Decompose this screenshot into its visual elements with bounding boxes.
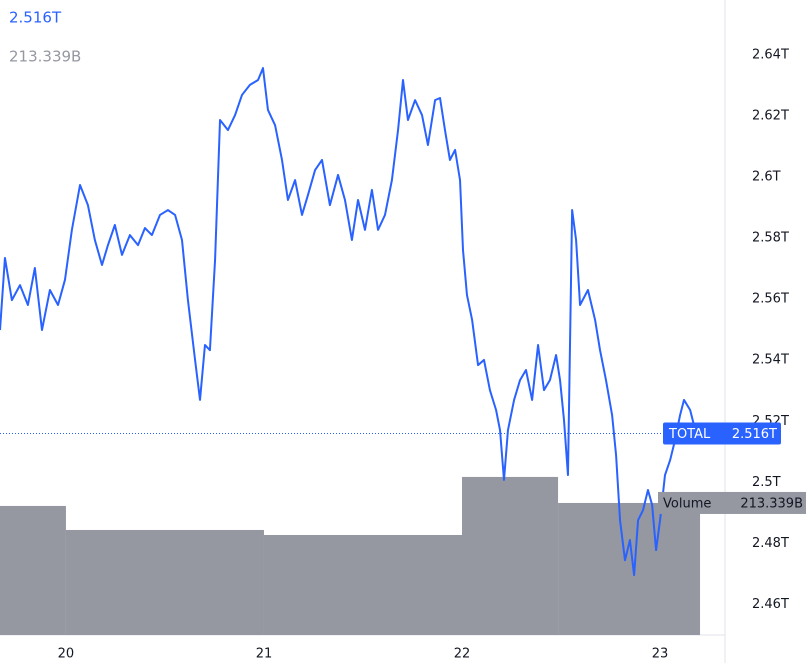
price-label-name: TOTAL — [668, 427, 711, 442]
y-tick-label: 2.64T — [752, 47, 789, 62]
y-tick-label: 2.56T — [752, 292, 789, 307]
legend-volume: 213.339B — [9, 48, 81, 66]
y-tick-label: 2.5T — [752, 475, 781, 490]
volume-label-value: 213.339B — [740, 496, 803, 511]
volume-bar — [263, 534, 463, 635]
y-tick-label: 2.6T — [752, 170, 781, 185]
y-tick-label: 2.62T — [752, 109, 789, 124]
y-tick-label: 2.46T — [752, 597, 789, 612]
volume-label-name: Volume — [663, 496, 711, 511]
volume-bar — [0, 505, 66, 635]
price-label-value: 2.516T — [732, 427, 777, 442]
y-tick-label: 2.58T — [752, 231, 789, 246]
y-tick-label: 2.48T — [752, 536, 789, 551]
x-tick-label: 20 — [58, 647, 75, 662]
volume-bar — [65, 529, 264, 635]
volume-bar — [558, 502, 701, 635]
y-tick-label: 2.54T — [752, 353, 789, 368]
x-tick-label: 21 — [256, 647, 273, 662]
price-label-box — [663, 422, 781, 445]
x-tick-label: 23 — [652, 647, 669, 662]
price-line — [0, 67, 698, 577]
volume-label-box — [658, 491, 806, 514]
volume-bar — [462, 476, 559, 635]
legend-price: 2.516T — [9, 9, 62, 27]
x-tick-label: 22 — [454, 647, 471, 662]
